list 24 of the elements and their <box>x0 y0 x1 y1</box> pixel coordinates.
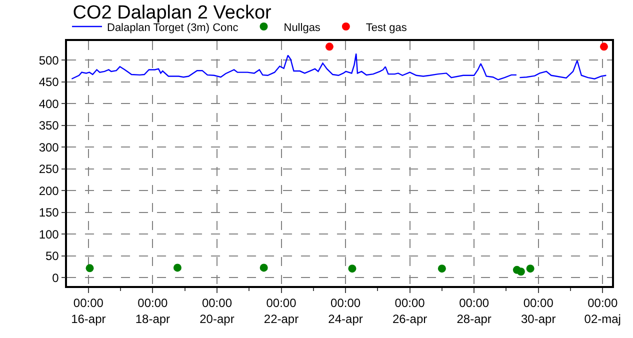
x-tick-label: 00:00 16-apr <box>71 296 106 326</box>
x-tick-label: 00:00 18-apr <box>135 296 170 326</box>
y-tick-label: 50 <box>45 249 60 264</box>
x-tick-label: 00:00 20-apr <box>200 296 234 326</box>
x-tick-label: 00:00 24-apr <box>328 296 363 326</box>
y-tick-label: 350 <box>38 118 60 133</box>
legend-label: Dalaplan Torget (3m) Conc <box>107 22 239 34</box>
y-tick-label: 150 <box>38 206 60 220</box>
x-tick-label: 00:00 26-apr <box>392 296 428 326</box>
y-tick-label: 200 <box>38 184 60 198</box>
x-tick-label: 00:00 22-apr <box>264 296 299 326</box>
y-tick-label: 0 <box>52 270 60 285</box>
x-tick-label: 00:00 02-maj <box>584 296 621 326</box>
x-tick-label: 00:00 28-apr <box>456 296 492 326</box>
y-tick-label: 450 <box>38 75 60 90</box>
y-tick-label: 300 <box>38 140 60 154</box>
y-tick-label: 100 <box>38 227 60 242</box>
y-tick-label: 500 <box>38 53 60 68</box>
legend-label: Nullgas <box>284 22 321 34</box>
y-tick-label: 250 <box>38 162 60 176</box>
chart-title: CO2 Dalaplan 2 Veckor <box>72 2 272 24</box>
x-tick-label: 00:00 30-apr <box>521 296 556 326</box>
legend-label: Test gas <box>366 22 408 34</box>
y-tick-label: 400 <box>38 96 60 111</box>
